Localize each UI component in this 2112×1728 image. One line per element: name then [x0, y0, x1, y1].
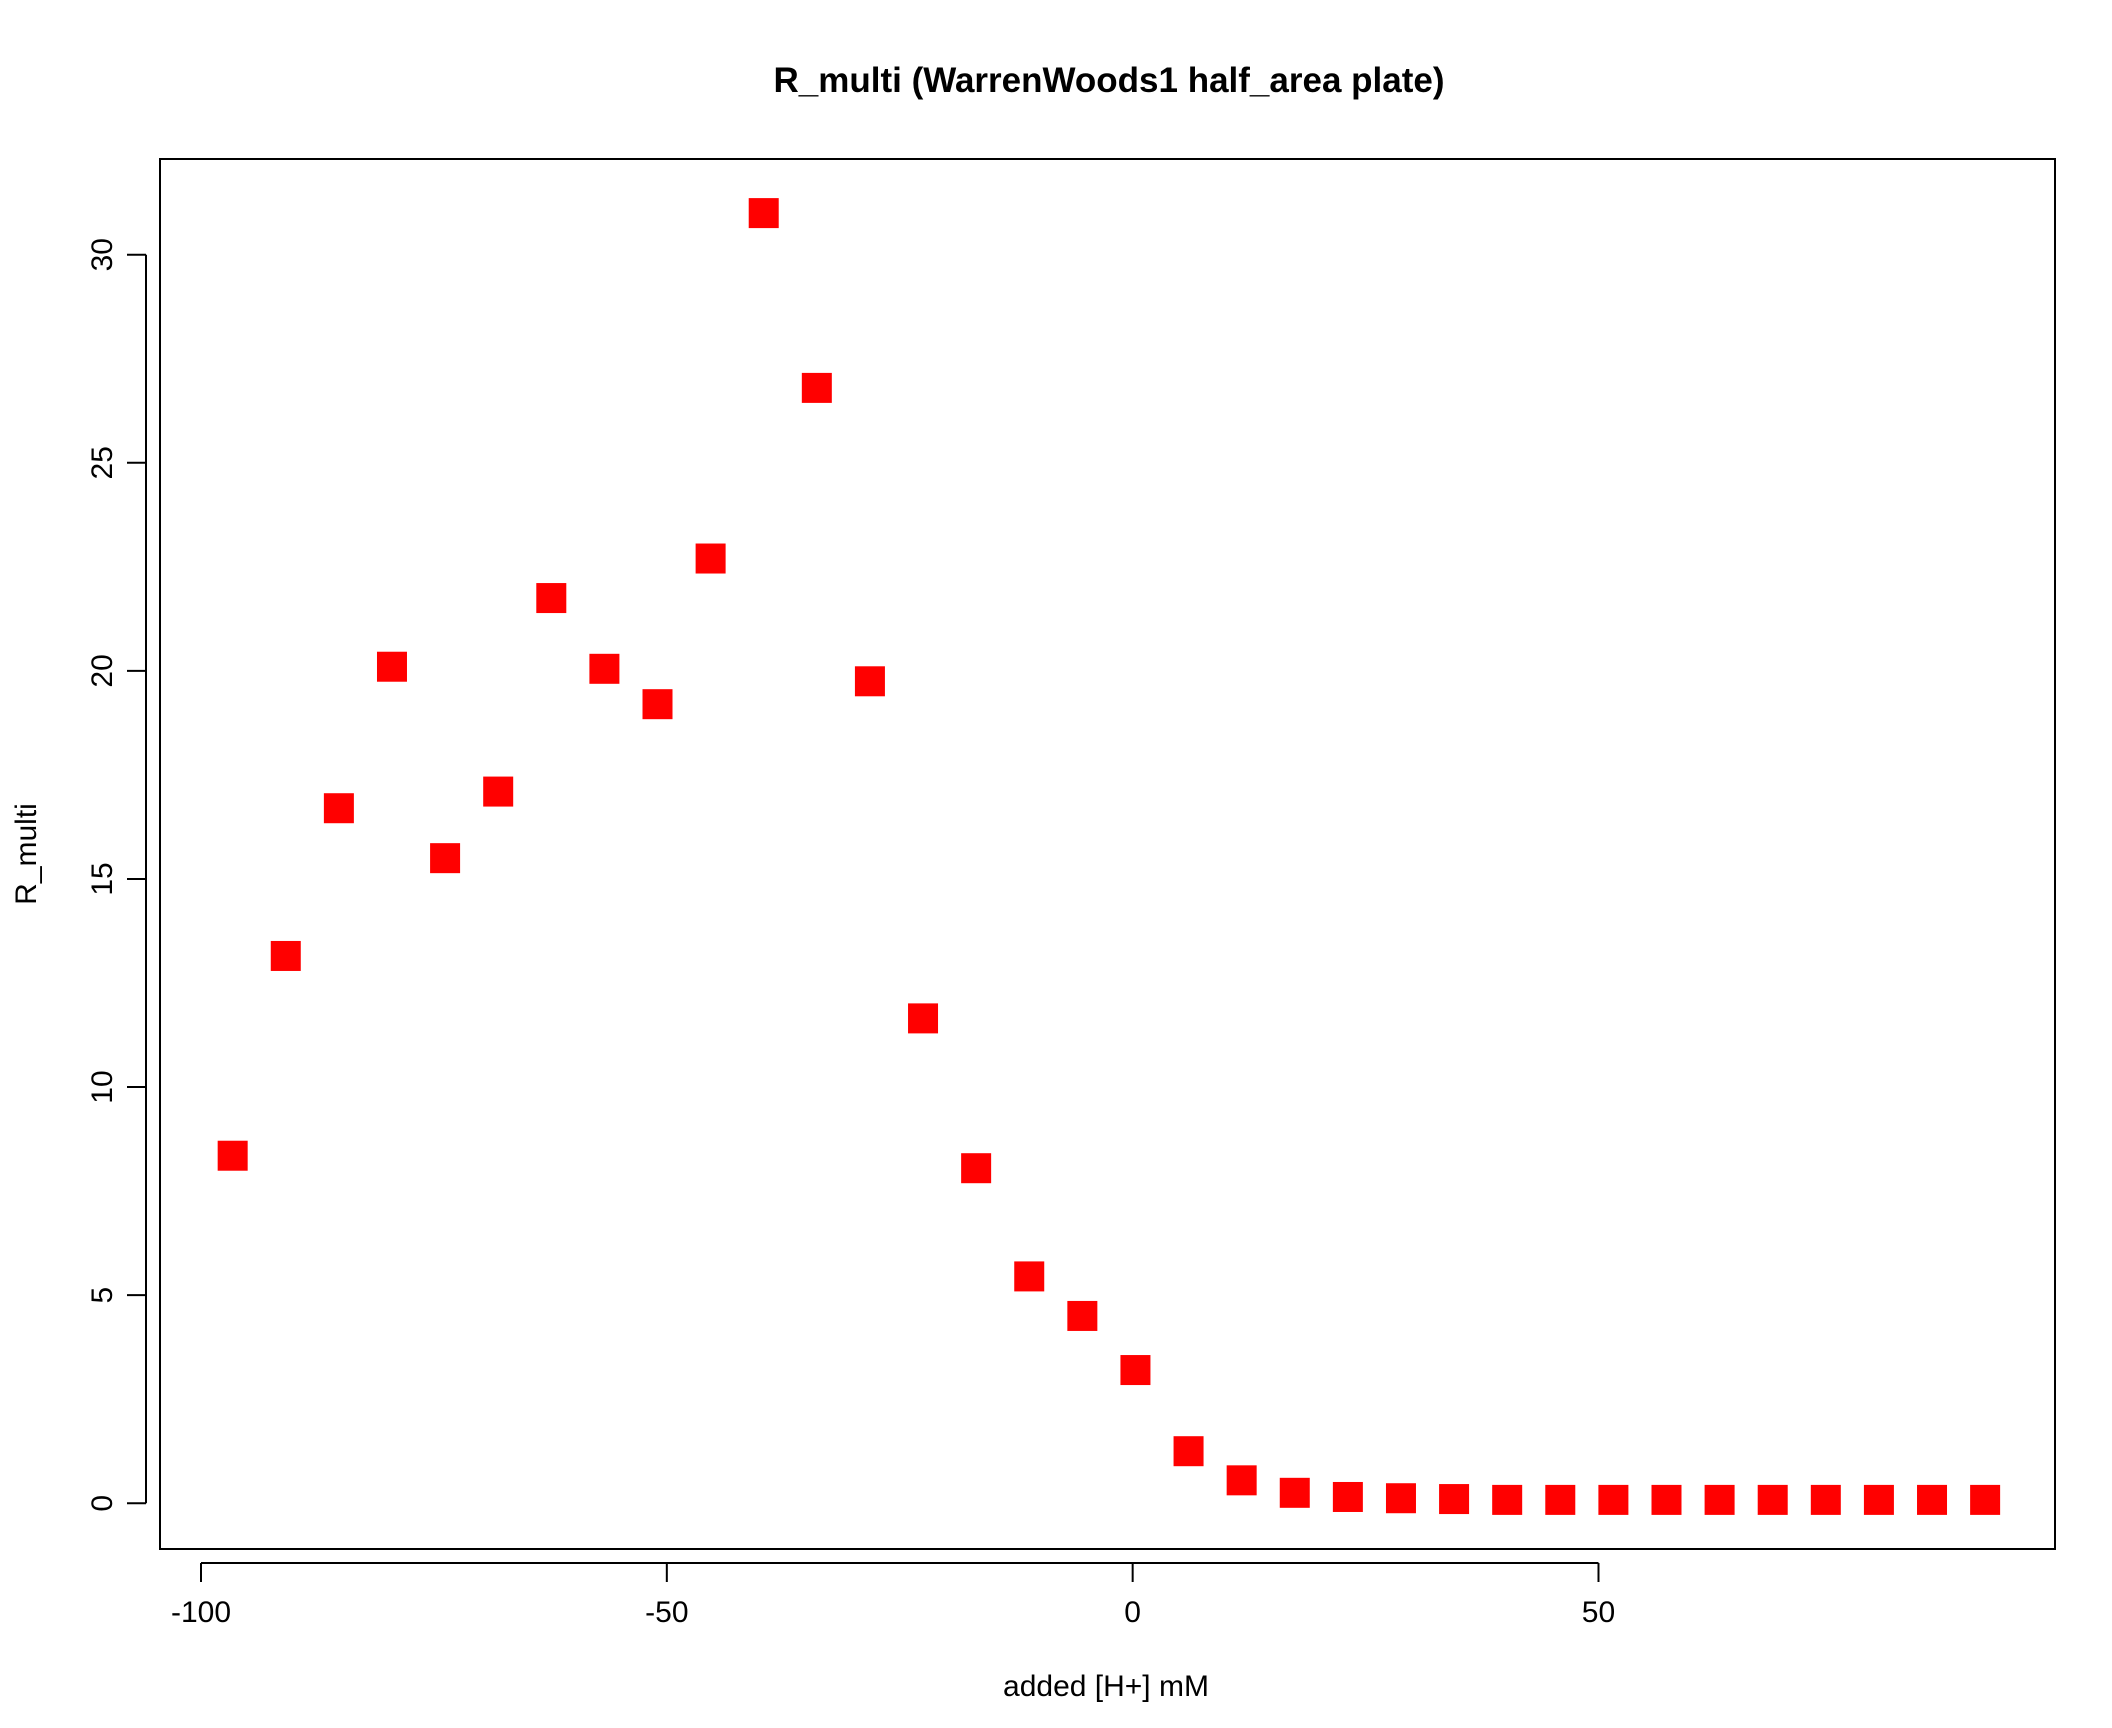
data-point: [483, 776, 514, 807]
x-axis-label: added [H+] mM: [1003, 1670, 1209, 1703]
data-point: [1332, 1481, 1363, 1512]
y-tick-label: 20: [86, 654, 119, 687]
data-point: [1120, 1355, 1151, 1386]
x-tick-label: -50: [645, 1596, 688, 1629]
data-point: [1492, 1484, 1523, 1515]
data-point: [1173, 1436, 1204, 1467]
x-tick-label: 0: [1124, 1596, 1141, 1629]
y-tick-label: 10: [86, 1070, 119, 1103]
y-tick-label: 15: [86, 862, 119, 895]
data-point: [1067, 1300, 1098, 1331]
y-tick-label: 25: [86, 446, 119, 479]
data-point: [1226, 1465, 1257, 1496]
data-point: [270, 940, 301, 971]
chart-title: R_multi (WarrenWoods1 half_area plate): [774, 61, 1445, 100]
y-tick-label: 0: [86, 1495, 119, 1512]
data-point: [961, 1153, 992, 1184]
data-point: [695, 543, 726, 574]
x-axis: -100 -50 0 50: [171, 1562, 1615, 1629]
data-point: [1279, 1477, 1310, 1508]
data-point: [536, 583, 567, 614]
x-tick-label: -100: [171, 1596, 231, 1629]
data-point: [908, 1003, 939, 1034]
data-point: [1385, 1483, 1416, 1514]
data-point: [1545, 1484, 1576, 1515]
plot-frame: [159, 158, 2056, 1550]
data-point: [589, 653, 620, 684]
data-point: [1970, 1484, 2001, 1515]
y-tick-label: 5: [86, 1287, 119, 1304]
data-point: [642, 689, 673, 720]
data-point: [1863, 1484, 1894, 1515]
data-point: [1917, 1484, 1948, 1515]
data-point: [430, 843, 461, 874]
data-point: [1757, 1484, 1788, 1515]
data-point: [801, 372, 832, 403]
data-point: [323, 793, 354, 824]
x-tick-label: 50: [1582, 1596, 1615, 1629]
data-point: [748, 198, 779, 229]
data-points: [217, 198, 2001, 1515]
data-point: [1598, 1484, 1629, 1515]
data-point: [1439, 1484, 1470, 1515]
y-axis: 0 5 10 15 20 25 30: [86, 238, 147, 1512]
data-point: [217, 1140, 248, 1171]
data-point: [1704, 1484, 1735, 1515]
data-point: [854, 666, 885, 697]
data-point: [1651, 1484, 1682, 1515]
y-axis-label: R_multi: [10, 803, 43, 905]
y-tick-label: 30: [86, 238, 119, 271]
data-point: [1810, 1484, 1841, 1515]
data-point: [376, 651, 407, 682]
data-point: [1014, 1261, 1045, 1292]
